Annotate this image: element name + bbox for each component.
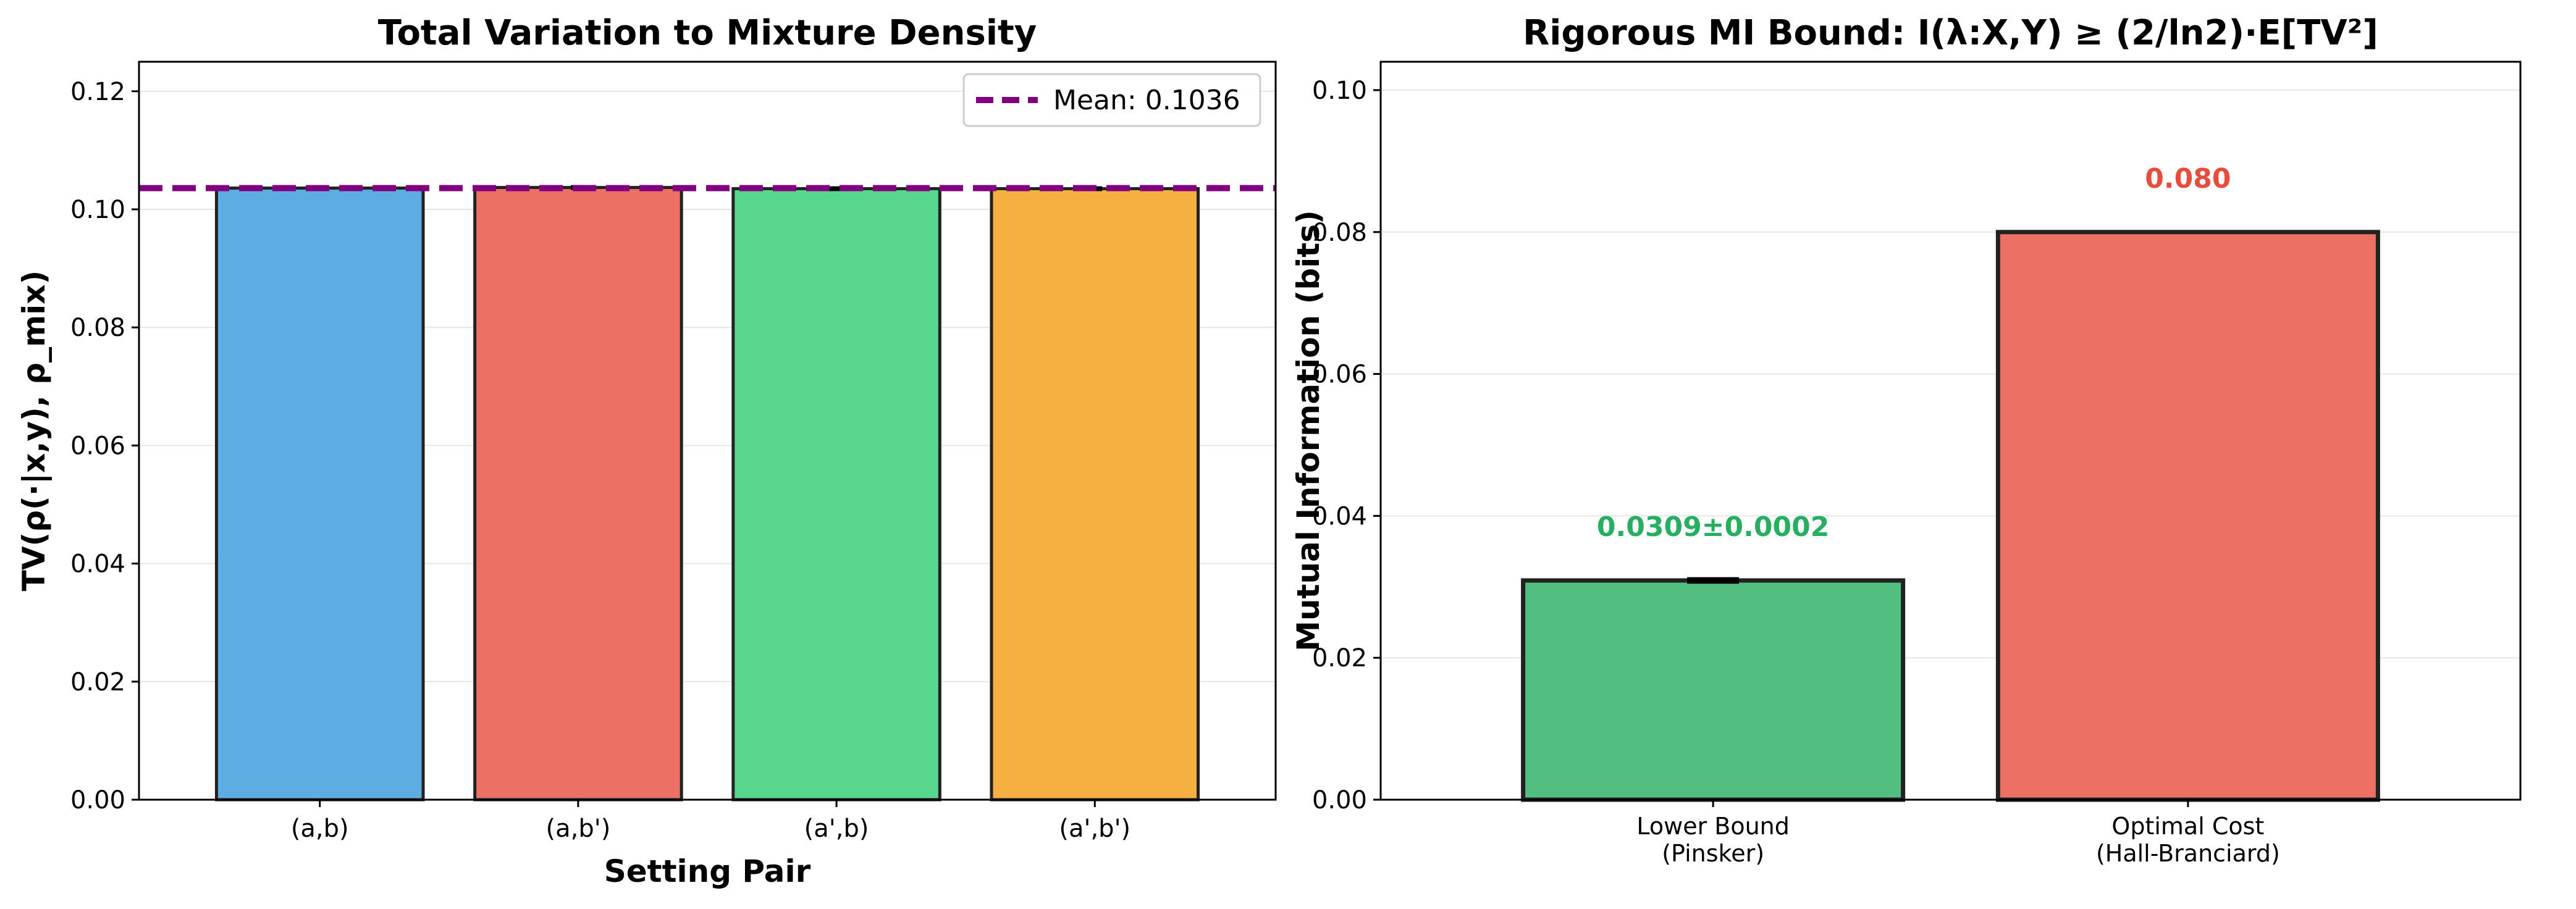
right-bar bbox=[1995, 230, 2380, 802]
panel-total-variation: 0.00 0.02 0.04 0.06 0.08 0.10 0.12 (a,b) (a,b')… bbox=[16, 13, 1277, 889]
right-y-tick-label: 0.06 bbox=[1312, 361, 1367, 389]
left-y-tick-label: 0.04 bbox=[70, 550, 125, 579]
left-y-tick-label: 0.08 bbox=[70, 314, 125, 342]
right-y-axis-label: Mutual Information (bits) bbox=[1290, 210, 1326, 651]
right-x-tick-label-line2: (Pinsker) bbox=[1662, 840, 1764, 867]
right-y-tick-label: 0.04 bbox=[1312, 502, 1367, 530]
right-value-label: 0.080 bbox=[2145, 163, 2231, 195]
right-x-tick-label-line1: Lower Bound bbox=[1636, 813, 1790, 840]
left-x-tick-label: (a,b') bbox=[545, 815, 610, 843]
right-y-tick-label: 0.08 bbox=[1312, 219, 1367, 247]
left-bar bbox=[990, 187, 1200, 802]
legend-box bbox=[962, 73, 1261, 127]
right-bar bbox=[1521, 578, 1906, 802]
legend-label-mean: Mean: 0.1036 bbox=[1053, 85, 1240, 116]
left-legend: Mean: 0.1036 bbox=[962, 73, 1261, 127]
left-plot-frame bbox=[138, 61, 1277, 801]
left-bars bbox=[214, 185, 1200, 802]
right-value-label: 0.0309±0.0002 bbox=[1597, 511, 1829, 543]
right-y-tick-label: 0.02 bbox=[1312, 644, 1367, 672]
right-plot-frame bbox=[1379, 61, 2522, 801]
right-x-tick-label-line2: (Hall-Branciard) bbox=[2096, 840, 2280, 867]
left-y-tick-label: 0.00 bbox=[70, 786, 125, 815]
left-x-tick-label: (a,b) bbox=[291, 815, 349, 843]
panel-mi-bound: 0.00 0.02 0.04 0.06 0.08 0.10 Lower Bound(Pin… bbox=[1290, 13, 2522, 867]
left-x-tick-label: (a',b') bbox=[1059, 815, 1130, 843]
left-x-axis-label: Setting Pair bbox=[604, 853, 811, 889]
right-y-tick-label: 0.00 bbox=[1312, 786, 1367, 815]
left-chart-title: Total Variation to Mixture Density bbox=[378, 13, 1037, 53]
left-x-tick-label: (a',b) bbox=[804, 815, 869, 843]
left-y-tick-label: 0.10 bbox=[70, 196, 125, 224]
left-y-axis-label: TV(ρ(·|x,y), ρ_mix) bbox=[16, 270, 52, 592]
right-bars bbox=[1521, 230, 2380, 802]
left-y-tick-label: 0.06 bbox=[70, 432, 125, 460]
right-x-ticks: Lower Bound(Pinsker) Optimal Cost(Hall-Br… bbox=[1636, 800, 2280, 867]
right-error-bar bbox=[1687, 577, 1740, 584]
right-y-ticks: 0.00 0.02 0.04 0.06 0.08 0.10 bbox=[1312, 77, 1381, 815]
left-y-tick-label: 0.12 bbox=[70, 78, 125, 106]
left-y-ticks: 0.00 0.02 0.04 0.06 0.08 0.10 0.12 bbox=[70, 78, 139, 815]
left-x-ticks: (a,b) (a,b') (a',b) (a',b') bbox=[291, 800, 1130, 843]
right-chart-title: Rigorous MI Bound: I(λ:X,Y) ≥ (2/ln2)·E[… bbox=[1523, 13, 2378, 53]
right-x-tick-label-line1: Optimal Cost bbox=[2111, 813, 2264, 840]
left-y-tick-label: 0.02 bbox=[70, 668, 125, 697]
left-bar bbox=[731, 187, 941, 802]
left-bar bbox=[473, 186, 683, 802]
right-value-labels: 0.0309±0.0002 0.080 bbox=[1597, 163, 2231, 543]
left-bar bbox=[214, 186, 425, 802]
right-y-tick-label: 0.10 bbox=[1312, 77, 1367, 105]
